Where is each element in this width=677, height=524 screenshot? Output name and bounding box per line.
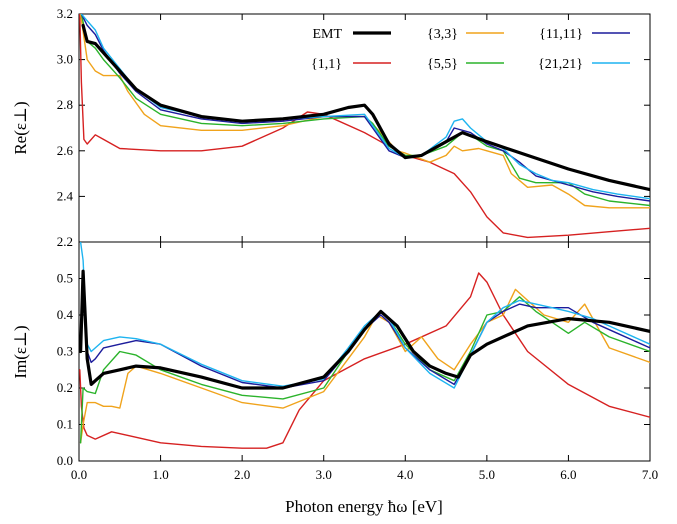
series-line-3-3 [79, 288, 650, 444]
x-tick-label: 0.0 [71, 467, 87, 482]
x-tick-label: 2.0 [234, 467, 250, 482]
y-tick-label: 2.2 [57, 234, 73, 249]
y-tick-label: 0.3 [57, 344, 73, 359]
series-line-1-1 [79, 14, 650, 239]
series-line-21-21 [79, 242, 650, 389]
bottom-y-axis-label: Im(ε⊥) [11, 325, 30, 378]
bottom-plot-frame [78, 241, 651, 462]
y-tick-label: 3.2 [57, 6, 73, 21]
series-line-5-5 [80, 14, 650, 207]
legend-label-1-1: {1,1} [311, 57, 342, 72]
y-tick-label: 0.5 [57, 271, 73, 286]
top-plot-frame [78, 13, 651, 243]
x-tick-label: 1.0 [152, 467, 168, 482]
series-line-3-3 [79, 14, 650, 209]
legend-label-11-11: {11,11} [539, 27, 583, 42]
y-tick-label: 2.8 [57, 97, 73, 112]
legend-label-3-3: {3,3} [427, 27, 458, 42]
series-line-emt [79, 269, 650, 390]
y-tick-label: 0.4 [57, 307, 74, 322]
legend-label-emt: EMT [312, 27, 342, 42]
y-tick-label: 2.6 [57, 143, 74, 158]
x-tick-label: 6.0 [560, 467, 576, 482]
bottom-axes: 0.0 0.1 0.2 0.3 0.4 0.5 0.0 1.0 2.0 3.0 4.0 5.0 6.0 7… [57, 242, 658, 482]
top-plot-series [79, 14, 650, 239]
series-line-11-11 [79, 288, 650, 389]
x-tick-label: 4.0 [397, 467, 413, 482]
top-y-axis: 2.2 2.4 2.6 2.8 3.0 3.2 [57, 6, 651, 249]
x-tick-label: 5.0 [479, 467, 495, 482]
series-line-1-1 [79, 272, 650, 449]
y-tick-label: 2.4 [57, 188, 74, 203]
legend: EMT {1,1} {3,3} {5,5} {11,11} {21,21} [311, 27, 630, 72]
x-tick-label: 7.0 [642, 467, 658, 482]
legend-label-21-21: {21,21} [538, 57, 583, 72]
y-tick-label: 0.1 [57, 417, 73, 432]
bottom-plot-series [79, 242, 650, 449]
y-tick-label: 3.0 [57, 52, 73, 67]
y-tick-label: 0.2 [57, 380, 73, 395]
legend-label-5-5: {5,5} [427, 57, 458, 72]
series-line-emt [81, 23, 650, 192]
x-tick-label: 3.0 [316, 467, 332, 482]
y-tick-label: 0.0 [57, 453, 73, 468]
top-y-axis-label: Re(ε⊥) [11, 101, 30, 154]
x-axis-label: Photon energy ħω [eV] [285, 497, 443, 516]
